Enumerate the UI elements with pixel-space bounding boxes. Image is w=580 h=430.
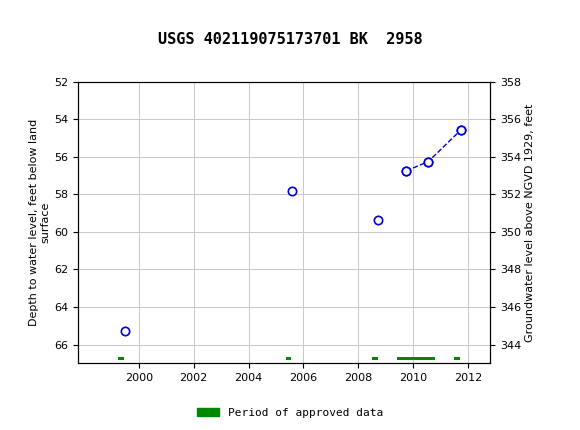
Y-axis label: Groundwater level above NGVD 1929, feet: Groundwater level above NGVD 1929, feet (525, 103, 535, 342)
Bar (372, 357, 378, 360)
Text: ▒ USGS: ▒ USGS (9, 9, 68, 29)
Bar (454, 357, 460, 360)
Text: USGS 402119075173701 BK  2958: USGS 402119075173701 BK 2958 (158, 32, 422, 47)
Bar (118, 357, 124, 360)
Bar (285, 357, 291, 360)
Bar (397, 357, 435, 360)
Legend: Period of approved data: Period of approved data (193, 403, 387, 422)
Y-axis label: Depth to water level, feet below land
surface: Depth to water level, feet below land su… (28, 119, 50, 326)
